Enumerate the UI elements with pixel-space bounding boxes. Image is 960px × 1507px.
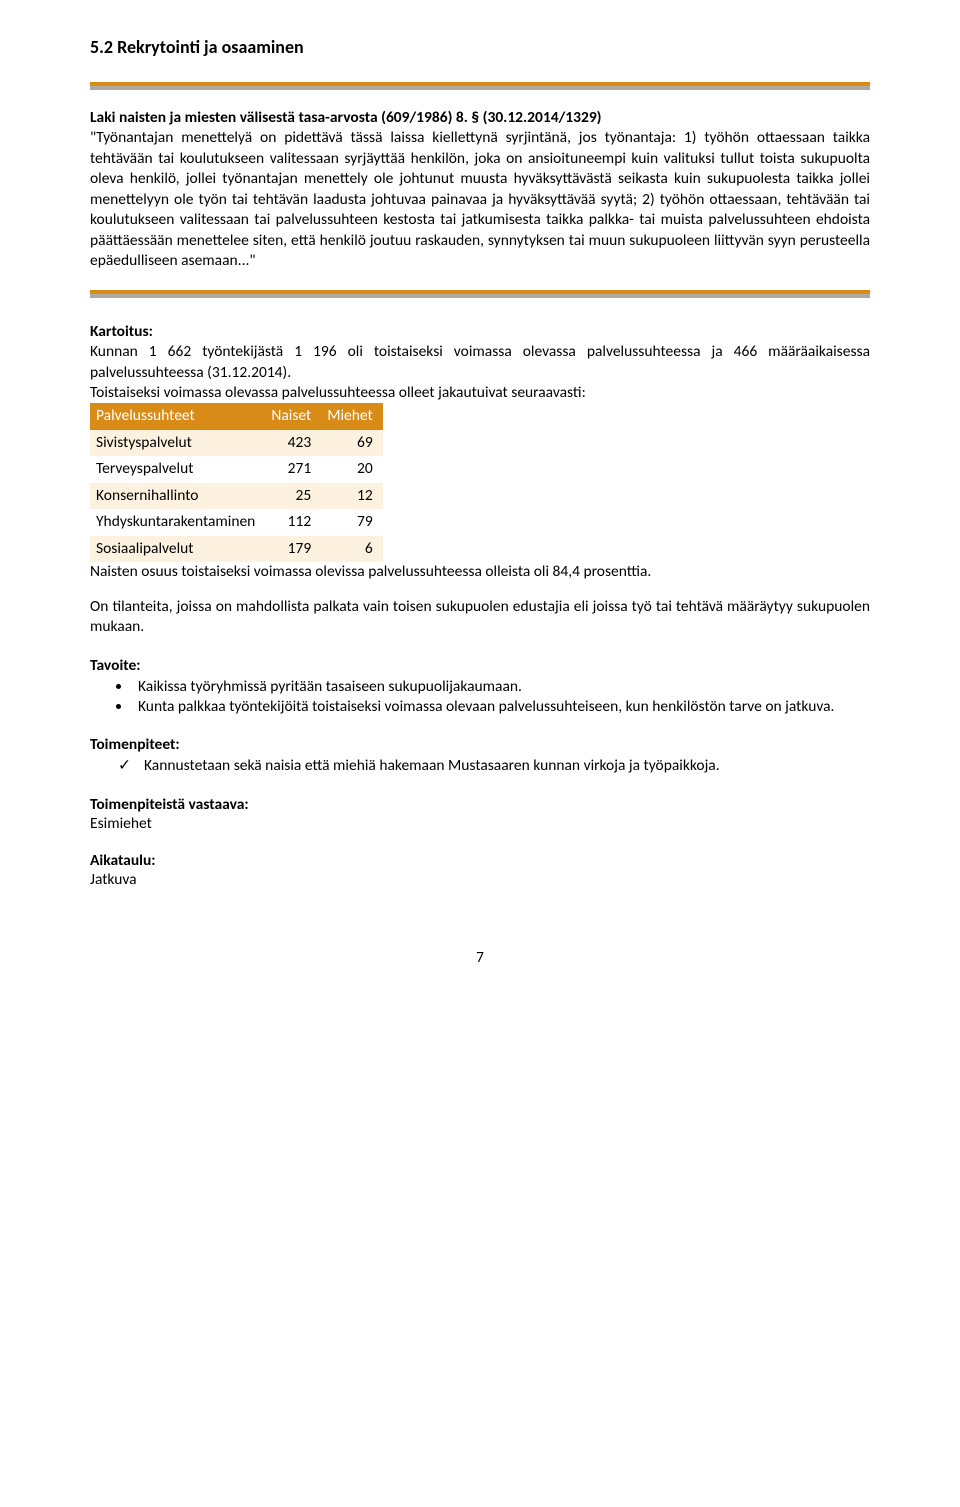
- services-table: Palvelussuhteet Naiset Miehet Sivistyspa…: [90, 403, 383, 562]
- law-quote: Laki naisten ja miesten välisestä tasa-a…: [90, 108, 870, 272]
- kartoitus-label: Kartoitus:: [90, 322, 870, 342]
- cell-name: Yhdyskuntarakentaminen: [90, 509, 265, 535]
- vastaava-label: Toimenpiteistä vastaava:: [90, 795, 870, 814]
- situation-paragraph: On tilanteita, joissa on mahdollista pal…: [90, 597, 870, 638]
- toimenpiteet-list: Kannustetaan sekä naisia että miehiä hak…: [90, 756, 870, 776]
- cell-name: Konsernihallinto: [90, 483, 265, 509]
- cell-miehet: 6: [321, 536, 383, 562]
- rule-bottom-gray: [90, 294, 870, 298]
- list-item: Kaikissa työryhmissä pyritään tasaiseen …: [132, 677, 870, 697]
- col-miehet: Miehet: [321, 403, 383, 429]
- section-heading: 5.2 Rekrytointi ja osaaminen: [90, 36, 870, 58]
- cell-miehet: 12: [321, 483, 383, 509]
- aikataulu-value: Jatkuva: [90, 870, 870, 889]
- kartoitus-section: Kartoitus: Kunnan 1 662 työntekijästä 1 …: [90, 322, 870, 583]
- aikataulu-label: Aikataulu:: [90, 851, 870, 870]
- cell-miehet: 69: [321, 430, 383, 456]
- col-naiset: Naiset: [265, 403, 321, 429]
- law-quote-title: Laki naisten ja miesten välisestä tasa-a…: [90, 108, 870, 128]
- cell-miehet: 20: [321, 456, 383, 482]
- list-item: Kannustetaan sekä naisia että miehiä hak…: [118, 756, 870, 776]
- cell-naiset: 271: [265, 456, 321, 482]
- table-row: Yhdyskuntarakentaminen 112 79: [90, 509, 383, 535]
- cell-naiset: 112: [265, 509, 321, 535]
- cell-naiset: 179: [265, 536, 321, 562]
- list-item: Kunta palkkaa työntekijöitä toistaiseksi…: [132, 697, 870, 717]
- col-palvelussuhteet: Palvelussuhteet: [90, 403, 265, 429]
- kartoitus-after-table: Naisten osuus toistaiseksi voimassa olev…: [90, 562, 870, 582]
- cell-miehet: 79: [321, 509, 383, 535]
- cell-name: Sosiaalipalvelut: [90, 536, 265, 562]
- table-row: Terveyspalvelut 271 20: [90, 456, 383, 482]
- cell-name: Sivistyspalvelut: [90, 430, 265, 456]
- cell-naiset: 25: [265, 483, 321, 509]
- toimenpiteet-label: Toimenpiteet:: [90, 735, 870, 754]
- tavoite-list: Kaikissa työryhmissä pyritään tasaiseen …: [90, 677, 870, 718]
- kartoitus-intro: Kunnan 1 662 työntekijästä 1 196 oli toi…: [90, 342, 870, 383]
- tavoite-label: Tavoite:: [90, 656, 870, 675]
- rule-top-gray: [90, 86, 870, 90]
- page-number: 7: [90, 949, 870, 967]
- law-quote-body: "Työnantajan menettelyä on pidettävä täs…: [90, 128, 870, 271]
- kartoitus-intro2: Toistaiseksi voimassa olevassa palveluss…: [90, 383, 870, 403]
- vastaava-value: Esimiehet: [90, 814, 870, 833]
- table-header-row: Palvelussuhteet Naiset Miehet: [90, 403, 383, 429]
- cell-name: Terveyspalvelut: [90, 456, 265, 482]
- cell-naiset: 423: [265, 430, 321, 456]
- table-row: Sivistyspalvelut 423 69: [90, 430, 383, 456]
- table-row: Konsernihallinto 25 12: [90, 483, 383, 509]
- table-row: Sosiaalipalvelut 179 6: [90, 536, 383, 562]
